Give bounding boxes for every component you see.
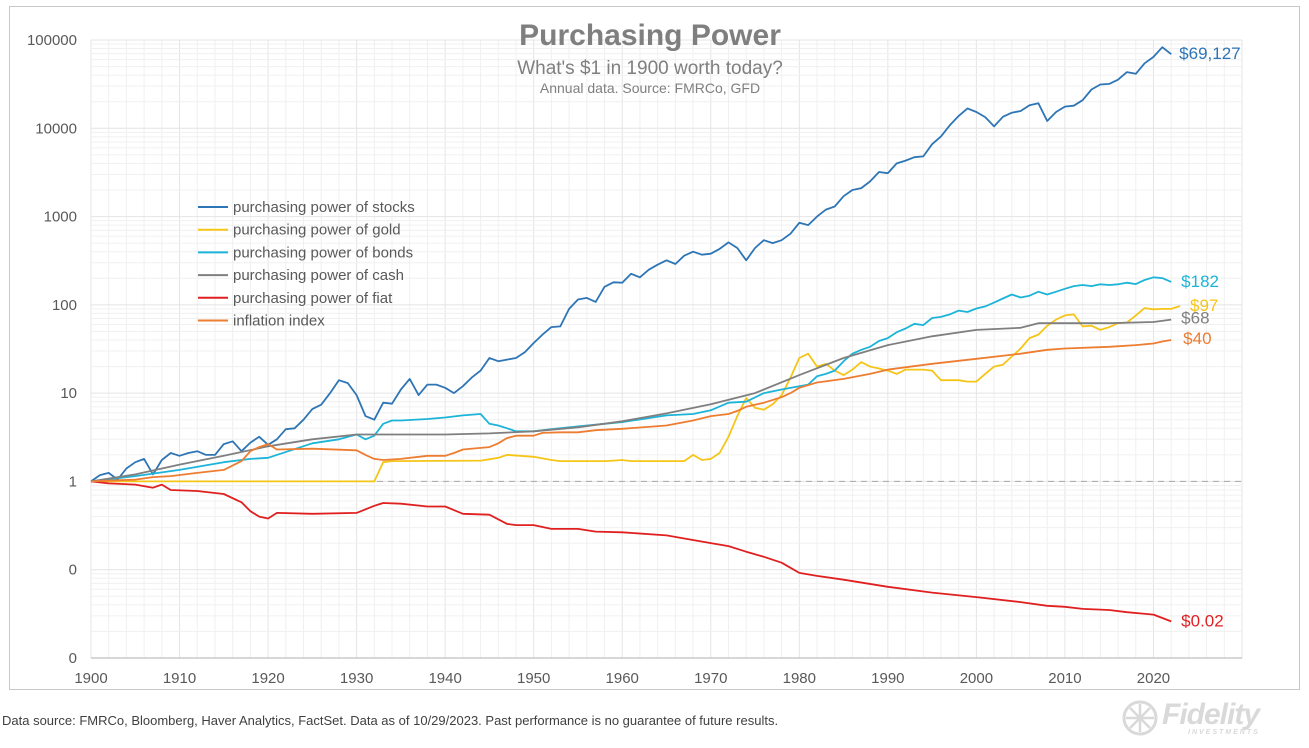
series-line-purchasing-power-of-cash: [90, 318, 1172, 483]
x-tick-label: 1970: [694, 670, 727, 687]
end-label-inflation-index: $40: [1183, 329, 1211, 348]
end-label-purchasing-power-of-bonds: $182: [1181, 272, 1219, 291]
series-line-purchasing-power-of-fiat: [90, 480, 1172, 623]
legend-label-purchasing-power-of-fiat: purchasing power of fiat: [233, 290, 393, 307]
y-tick-label: 10: [60, 385, 77, 402]
legend-label-purchasing-power-of-stocks: purchasing power of stocks: [233, 199, 415, 216]
legend-label-inflation-index: inflation index: [233, 313, 325, 330]
y-tick-label: 100: [52, 297, 77, 314]
y-tick-label: 0: [69, 562, 77, 579]
legend-label-purchasing-power-of-bonds: purchasing power of bonds: [233, 244, 413, 261]
x-tick-label: 1940: [428, 670, 461, 687]
x-tick-label: 1910: [163, 670, 196, 687]
x-tick-label: 2000: [960, 670, 993, 687]
chart-note: Annual data. Source: FMRCo, GFD: [540, 80, 760, 96]
y-tick-label: 1: [69, 473, 77, 490]
chart-frame: 1900 1910 1920 1930 1940 1950 1960 1970 1980 1990…: [9, 6, 1300, 690]
x-tick-label: 1930: [340, 670, 373, 687]
series-layer: [90, 46, 1181, 623]
y-tick-label: 0: [69, 650, 77, 667]
x-tick-label: 2020: [1137, 670, 1170, 687]
logo-globe-icon: [1122, 700, 1158, 736]
logo-wordmark: Fidelity: [1162, 698, 1260, 731]
legend-label-purchasing-power-of-cash: purchasing power of cash: [233, 267, 404, 284]
x-tick-label: 1990: [871, 670, 904, 687]
fidelity-logo: Fidelity INVESTMENTS: [1122, 698, 1302, 738]
axis-labels: 1900 1910 1920 1930 1940 1950 1960 1970 1980 1990…: [27, 32, 1170, 687]
x-tick-label: 1900: [74, 670, 107, 687]
series-line-purchasing-power-of-gold: [91, 305, 1181, 483]
chart-svg: 1900 1910 1920 1930 1940 1950 1960 1970 1980 1990…: [27, 19, 1243, 687]
chart-title: Purchasing Power: [519, 19, 781, 52]
y-tick-label: 10000: [35, 120, 77, 137]
end-label-purchasing-power-of-cash: $68: [1181, 309, 1209, 328]
y-tick-label: 100000: [27, 32, 77, 49]
logo-subtext: INVESTMENTS: [1188, 729, 1260, 736]
y-tick-label: 1000: [44, 209, 77, 226]
chart-subtitle: What's $1 in 1900 worth today?: [517, 58, 783, 79]
series-line-inflation-index: [90, 339, 1172, 483]
x-tick-label: 1960: [606, 670, 639, 687]
series-line-purchasing-power-of-stocks: [90, 46, 1172, 483]
grid-layer: [90, 39, 1243, 659]
series-line-purchasing-power-of-bonds: [90, 276, 1172, 483]
end-label-purchasing-power-of-stocks: $69,127: [1179, 44, 1240, 63]
end-labels: $69,127 $97 $182 $68 $0.02 $40: [1179, 44, 1240, 630]
legend-label-purchasing-power-of-gold: purchasing power of gold: [233, 222, 401, 239]
x-tick-label: 1950: [517, 670, 550, 687]
x-tick-label: 1980: [783, 670, 816, 687]
footnote: Data source: FMRCo, Bloomberg, Haver Ana…: [2, 713, 779, 728]
x-tick-label: 1920: [251, 670, 284, 687]
end-label-purchasing-power-of-gold: $97: [1190, 296, 1218, 315]
x-tick-label: 2010: [1048, 670, 1081, 687]
end-label-purchasing-power-of-fiat: $0.02: [1181, 611, 1224, 630]
legend: purchasing power of stocks purchasing pow…: [198, 199, 415, 330]
